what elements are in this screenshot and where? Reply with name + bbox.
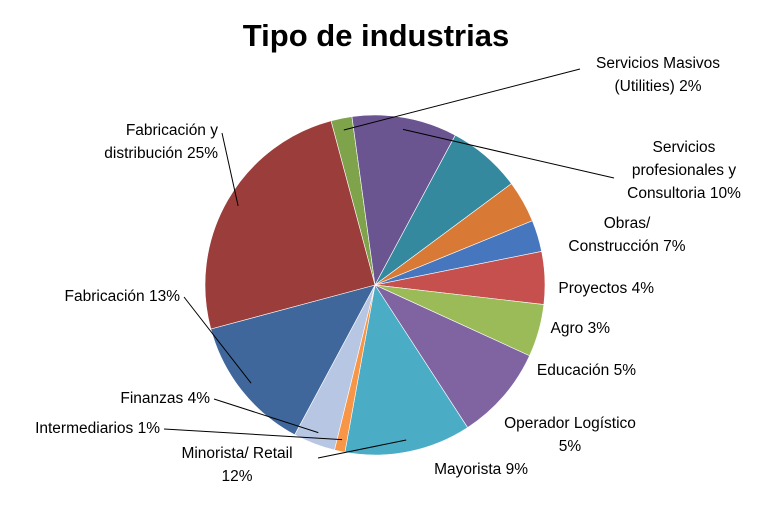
pie-slice-12 (204, 120, 376, 330)
leader-line-11 (183, 296, 252, 384)
pie-slices (204, 114, 546, 456)
slice-label-11: Fabricación 13% (65, 288, 181, 305)
leader-line-1 (402, 128, 615, 179)
pie-slice-7 (374, 284, 530, 428)
slice-label-10: Finanzas 4% (120, 390, 210, 407)
chart-title: Tipo de industrias (242, 18, 510, 53)
slice-label-6: Operador Logístico 5% (504, 415, 636, 455)
pie-slice-1 (351, 114, 456, 286)
leader-line-12 (221, 132, 239, 207)
slice-label-1: Servicios profesionales y Consultoria 10% (627, 139, 741, 202)
slice-label-8: Minorista/ Retail 12% (181, 445, 292, 485)
slice-label-3: Proyectos 4% (558, 280, 654, 297)
leader-lines (163, 68, 615, 459)
leader-line-9 (163, 428, 343, 441)
leader-line-10 (213, 398, 319, 434)
slice-label-7: Mayorista 9% (434, 461, 528, 478)
pie-slice-11 (210, 284, 376, 436)
slice-labels: Servicios Masivos (Utilities) 2% Servicios… (35, 55, 741, 485)
slice-label-4: Agro 3% (551, 320, 611, 337)
slice-label-0: Servicios Masivos (Utilities) 2% (596, 55, 720, 95)
pie-slice-8 (344, 284, 469, 456)
slice-label-9: Intermediarios 1% (35, 420, 160, 437)
slice-label-2: Obras/Construcción 7% (568, 215, 685, 255)
slice-label-5: Educación 5% (537, 362, 636, 379)
leader-line-8 (317, 439, 407, 459)
leader-line-0 (343, 68, 581, 131)
slice-label-12: Fabricación y distribución 25% (104, 122, 218, 162)
